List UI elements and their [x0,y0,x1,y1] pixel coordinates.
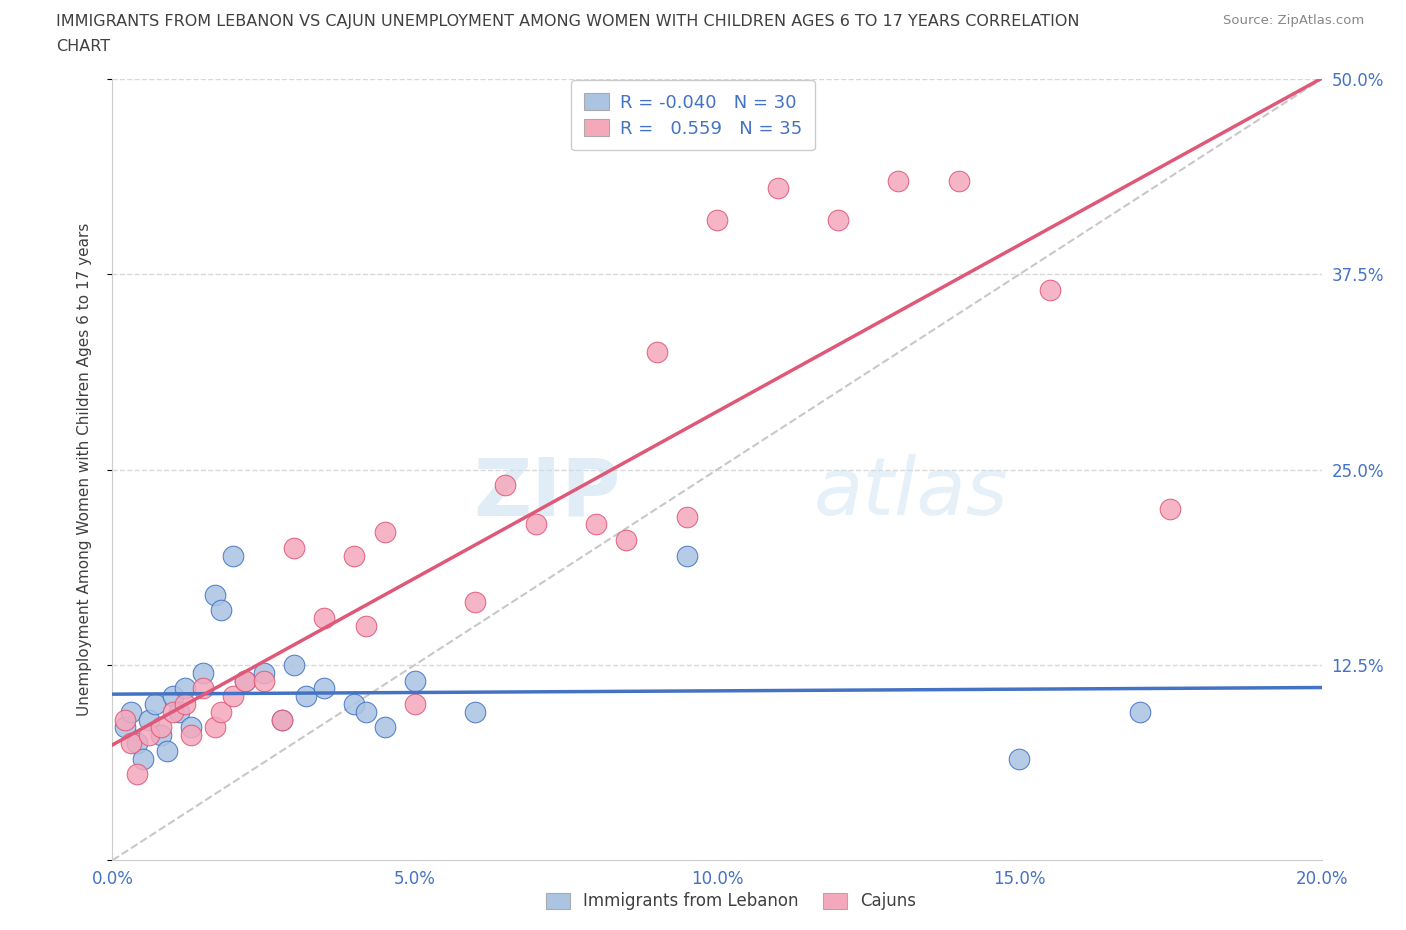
Point [766,181,789,196]
Point [356,618,378,633]
Point [253,665,276,680]
Text: atlas: atlas [814,454,1008,532]
Point [270,712,292,727]
Point [222,548,245,563]
Point [167,704,190,719]
Point [314,611,336,626]
Point [204,587,226,602]
Text: ZIP: ZIP [472,454,620,532]
Point [174,681,197,696]
Point [114,720,136,735]
Point [222,689,245,704]
Point [253,673,276,688]
Point [1159,501,1181,516]
Text: IMMIGRANTS FROM LEBANON VS CAJUN UNEMPLOYMENT AMONG WOMEN WITH CHILDREN AGES 6 T: IMMIGRANTS FROM LEBANON VS CAJUN UNEMPLO… [56,14,1080,29]
Point [404,673,426,688]
Point [125,767,148,782]
Point [180,720,202,735]
Point [495,478,517,493]
Point [180,728,202,743]
Point [343,548,366,563]
Point [283,540,305,555]
Text: CHART: CHART [56,39,110,54]
Point [235,673,257,688]
Point [645,345,668,360]
Point [235,673,257,688]
Point [343,697,366,711]
Point [706,212,728,227]
Point [120,704,142,719]
Point [283,658,305,672]
Point [675,548,697,563]
Point [191,681,214,696]
Point [1129,704,1152,719]
Point [464,704,486,719]
Point [156,743,179,758]
Point [948,173,970,188]
Point [149,728,172,743]
Legend: R = -0.040   N = 30, R =   0.559   N = 35: R = -0.040 N = 30, R = 0.559 N = 35 [571,80,814,151]
Text: Source: ZipAtlas.com: Source: ZipAtlas.com [1223,14,1364,27]
Point [616,533,638,548]
Point [114,712,136,727]
Point [149,720,172,735]
Point [143,697,166,711]
Point [138,728,160,743]
Point [125,736,148,751]
Point [295,689,318,704]
Point [464,595,486,610]
Point [404,697,426,711]
Point [524,517,547,532]
Y-axis label: Unemployment Among Women with Children Ages 6 to 17 years: Unemployment Among Women with Children A… [77,223,91,716]
Point [1008,751,1031,766]
Point [138,712,160,727]
Point [174,697,197,711]
Point [209,704,232,719]
Point [827,212,849,227]
Point [585,517,607,532]
Point [209,603,232,618]
Point [356,704,378,719]
Point [191,665,214,680]
Point [374,720,396,735]
Point [314,681,336,696]
Point [270,712,292,727]
Point [204,720,226,735]
Point [120,736,142,751]
Point [132,751,155,766]
Point [162,689,184,704]
Legend: Immigrants from Lebanon, Cajuns: Immigrants from Lebanon, Cajuns [540,885,922,917]
Point [374,525,396,539]
Point [162,704,184,719]
Point [1038,283,1062,298]
Point [887,173,910,188]
Point [675,509,697,524]
